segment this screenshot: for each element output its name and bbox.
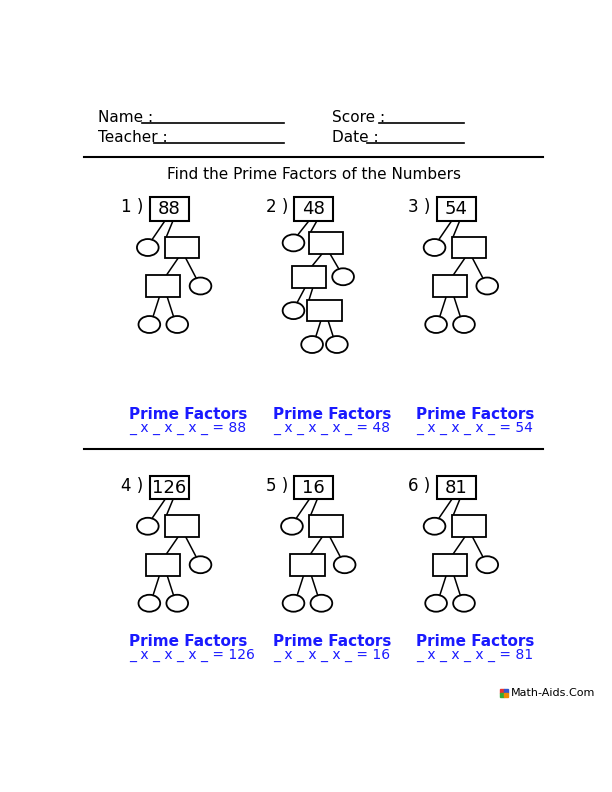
Bar	[291, 554, 324, 576]
Bar	[499, 693, 504, 697]
Bar	[433, 276, 467, 297]
Bar	[504, 689, 508, 692]
Ellipse shape	[137, 239, 159, 256]
Ellipse shape	[190, 277, 211, 295]
Bar	[437, 476, 476, 499]
Text: _ x _ x _ x _ = 88: _ x _ x _ x _ = 88	[129, 421, 246, 435]
Text: Score :: Score :	[332, 110, 386, 125]
Ellipse shape	[326, 336, 348, 353]
Bar	[294, 197, 333, 220]
Text: 54: 54	[445, 200, 468, 218]
Bar	[309, 516, 343, 537]
Ellipse shape	[424, 518, 446, 535]
Ellipse shape	[453, 316, 475, 333]
Bar	[165, 516, 199, 537]
Text: Prime Factors: Prime Factors	[416, 407, 534, 422]
Bar	[150, 476, 189, 499]
Ellipse shape	[283, 234, 304, 251]
Ellipse shape	[281, 518, 303, 535]
Text: _ x _ x _ x _ = 48: _ x _ x _ x _ = 48	[274, 421, 390, 435]
Ellipse shape	[476, 277, 498, 295]
Text: 16: 16	[302, 478, 325, 497]
Text: _ x _ x _ x _ = 126: _ x _ x _ x _ = 126	[129, 648, 255, 662]
Ellipse shape	[283, 595, 304, 611]
Ellipse shape	[137, 518, 159, 535]
Bar	[165, 237, 199, 258]
Text: Prime Factors: Prime Factors	[129, 634, 248, 649]
Text: 2 ): 2 )	[266, 199, 288, 216]
Ellipse shape	[332, 268, 354, 285]
Bar	[150, 197, 189, 220]
Bar	[146, 276, 181, 297]
Text: 81: 81	[445, 478, 468, 497]
Text: Prime Factors: Prime Factors	[274, 407, 392, 422]
Bar	[146, 554, 181, 576]
Text: Prime Factors: Prime Factors	[274, 634, 392, 649]
Ellipse shape	[425, 595, 447, 611]
Ellipse shape	[166, 595, 188, 611]
Bar	[433, 554, 467, 576]
Text: 88: 88	[158, 200, 181, 218]
Text: _ x _ x _ x _ = 54: _ x _ x _ x _ = 54	[416, 421, 533, 435]
Text: 3 ): 3 )	[408, 199, 431, 216]
Ellipse shape	[476, 556, 498, 573]
Text: _ x _ x _ x _ = 81: _ x _ x _ x _ = 81	[416, 648, 533, 662]
Ellipse shape	[190, 556, 211, 573]
Ellipse shape	[138, 316, 160, 333]
Bar	[504, 693, 508, 697]
Text: Date :: Date :	[332, 131, 379, 146]
Ellipse shape	[166, 316, 188, 333]
Ellipse shape	[301, 336, 323, 353]
Bar	[292, 266, 326, 287]
Bar	[452, 237, 486, 258]
Text: Math-Aids.Com: Math-Aids.Com	[510, 687, 595, 698]
Text: 6 ): 6 )	[408, 478, 430, 495]
Bar	[294, 476, 333, 499]
Text: Name :: Name :	[98, 110, 154, 125]
Bar	[437, 197, 476, 220]
Text: Prime Factors: Prime Factors	[129, 407, 248, 422]
Text: _ x _ x _ x _ = 16: _ x _ x _ x _ = 16	[274, 648, 390, 662]
Text: 4 ): 4 )	[121, 478, 144, 495]
Text: 126: 126	[152, 478, 187, 497]
Ellipse shape	[425, 316, 447, 333]
Bar	[309, 232, 343, 253]
Bar	[307, 300, 341, 322]
Text: 1 ): 1 )	[121, 199, 144, 216]
Bar	[452, 516, 486, 537]
Ellipse shape	[138, 595, 160, 611]
Ellipse shape	[283, 303, 304, 319]
Text: Teacher :: Teacher :	[98, 131, 168, 146]
Text: Prime Factors: Prime Factors	[416, 634, 534, 649]
Text: Find the Prime Factors of the Numbers: Find the Prime Factors of the Numbers	[166, 166, 461, 181]
Ellipse shape	[310, 595, 332, 611]
Ellipse shape	[334, 556, 356, 573]
Text: 48: 48	[302, 200, 325, 218]
Text: 5 ): 5 )	[266, 478, 288, 495]
Bar	[499, 689, 504, 692]
Ellipse shape	[453, 595, 475, 611]
Ellipse shape	[424, 239, 446, 256]
